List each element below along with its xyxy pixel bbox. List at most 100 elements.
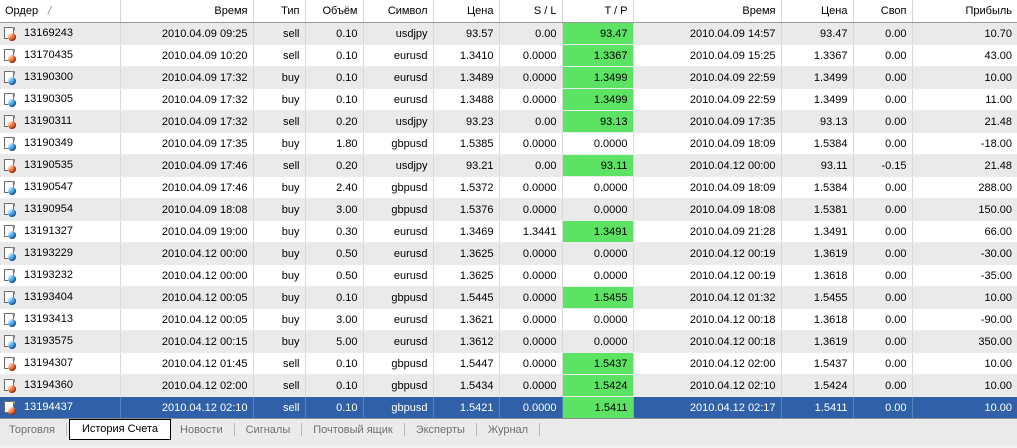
cell-open-time[interactable]: 2010.04.09 09:25 — [120, 22, 254, 45]
cell-volume[interactable]: 1.80 — [305, 132, 364, 155]
cell-type[interactable]: buy — [253, 88, 306, 111]
cell-close-price[interactable]: 1.5411 — [781, 396, 854, 419]
cell-profit[interactable]: 66.00 — [912, 220, 1017, 243]
cell-open-time[interactable]: 2010.04.09 19:00 — [120, 220, 254, 243]
cell-profit[interactable]: 150.00 — [912, 198, 1017, 221]
cell-close-time[interactable]: 2010.04.09 18:09 — [633, 132, 782, 155]
cell-symbol[interactable]: eurusd — [363, 264, 434, 287]
cell-close-time[interactable]: 2010.04.12 02:10 — [633, 374, 782, 397]
cell-tp[interactable]: 1.3499 — [562, 88, 634, 111]
cell-close-price[interactable]: 1.3618 — [781, 264, 854, 287]
column-header-6[interactable]: S / L — [499, 0, 563, 23]
cell-symbol[interactable]: eurusd — [363, 66, 434, 89]
cell-open-price[interactable]: 1.3612 — [433, 330, 500, 353]
tab-0[interactable]: Торговля — [9, 424, 55, 436]
cell-tp[interactable]: 93.47 — [562, 22, 634, 45]
cell-open-price[interactable]: 1.5434 — [433, 374, 500, 397]
cell-symbol[interactable]: gbpusd — [363, 176, 434, 199]
cell-type[interactable]: buy — [253, 176, 306, 199]
cell-close-price[interactable]: 1.3491 — [781, 220, 854, 243]
cell-sl[interactable]: 0.0000 — [499, 88, 563, 111]
cell-sl[interactable]: 0.0000 — [499, 44, 563, 67]
cell-symbol[interactable]: eurusd — [363, 242, 434, 265]
cell-type[interactable]: buy — [253, 66, 306, 89]
cell-order[interactable]: 13193575 — [0, 330, 121, 353]
cell-close-time[interactable]: 2010.04.09 21:28 — [633, 220, 782, 243]
cell-order[interactable]: 13193232 — [0, 264, 121, 287]
table-row[interactable]: 13194360 2010.04.12 02:00 sell 0.10 gbpusd 1.… — [0, 374, 1017, 397]
column-header-4[interactable]: Символ — [363, 0, 434, 23]
cell-volume[interactable]: 0.10 — [305, 66, 364, 89]
cell-tp[interactable]: 0.0000 — [562, 242, 634, 265]
table-row[interactable]: 13193575 2010.04.12 00:15 buy 5.00 eurusd 1.3… — [0, 330, 1017, 353]
cell-open-price[interactable]: 1.5445 — [433, 286, 500, 309]
table-row[interactable]: 13190311 2010.04.09 17:32 sell 0.20 usdjpy 93… — [0, 110, 1017, 133]
cell-volume[interactable]: 0.10 — [305, 286, 364, 309]
cell-symbol[interactable]: eurusd — [363, 330, 434, 353]
cell-volume[interactable]: 2.40 — [305, 176, 364, 199]
cell-symbol[interactable]: gbpusd — [363, 198, 434, 221]
cell-tp[interactable]: 93.11 — [562, 154, 634, 177]
cell-order[interactable]: 13190311 — [0, 110, 121, 133]
cell-profit[interactable]: 10.00 — [912, 396, 1017, 419]
cell-open-price[interactable]: 93.57 — [433, 22, 500, 45]
cell-volume[interactable]: 0.20 — [305, 154, 364, 177]
cell-type[interactable]: sell — [253, 352, 306, 375]
cell-close-price[interactable]: 1.3619 — [781, 242, 854, 265]
cell-tp[interactable]: 0.0000 — [562, 132, 634, 155]
cell-close-price[interactable]: 1.3619 — [781, 330, 854, 353]
cell-order[interactable]: 13193413 — [0, 308, 121, 331]
cell-swap[interactable]: 0.00 — [853, 22, 913, 45]
cell-open-price[interactable]: 1.3410 — [433, 44, 500, 67]
table-row[interactable]: 13193229 2010.04.12 00:00 buy 0.50 eurusd 1.3… — [0, 242, 1017, 265]
cell-profit[interactable]: -90.00 — [912, 308, 1017, 331]
cell-close-time[interactable]: 2010.04.12 00:18 — [633, 308, 782, 331]
table-row[interactable]: 13190305 2010.04.09 17:32 buy 0.10 eurusd 1.3… — [0, 88, 1017, 111]
cell-open-time[interactable]: 2010.04.12 01:45 — [120, 352, 254, 375]
cell-sl[interactable]: 0.0000 — [499, 286, 563, 309]
cell-close-time[interactable]: 2010.04.12 02:17 — [633, 396, 782, 419]
column-header-11[interactable]: Прибыль — [912, 0, 1017, 23]
cell-open-price[interactable]: 1.5385 — [433, 132, 500, 155]
tab-4[interactable]: Почтовый ящик — [313, 424, 393, 436]
cell-open-price[interactable]: 93.21 — [433, 154, 500, 177]
column-header-9[interactable]: Цена — [781, 0, 854, 23]
cell-symbol[interactable]: eurusd — [363, 220, 434, 243]
table-row[interactable]: 13190300 2010.04.09 17:32 buy 0.10 eurusd 1.3… — [0, 66, 1017, 89]
cell-order[interactable]: 13191327 — [0, 220, 121, 243]
cell-open-time[interactable]: 2010.04.09 17:32 — [120, 88, 254, 111]
cell-open-time[interactable]: 2010.04.09 17:32 — [120, 66, 254, 89]
cell-profit[interactable]: 11.00 — [912, 88, 1017, 111]
cell-sl[interactable]: 0.0000 — [499, 374, 563, 397]
cell-profit[interactable]: 288.00 — [912, 176, 1017, 199]
cell-volume[interactable]: 0.30 — [305, 220, 364, 243]
cell-symbol[interactable]: gbpusd — [363, 396, 434, 419]
cell-profit[interactable]: 43.00 — [912, 44, 1017, 67]
cell-close-price[interactable]: 1.5424 — [781, 374, 854, 397]
cell-tp[interactable]: 1.3491 — [562, 220, 634, 243]
cell-close-price[interactable]: 1.3499 — [781, 66, 854, 89]
cell-order[interactable]: 13170435 — [0, 44, 121, 67]
cell-symbol[interactable]: gbpusd — [363, 352, 434, 375]
cell-swap[interactable]: 0.00 — [853, 88, 913, 111]
cell-open-time[interactable]: 2010.04.09 10:20 — [120, 44, 254, 67]
cell-sl[interactable]: 0.00 — [499, 154, 563, 177]
cell-profit[interactable]: 10.00 — [912, 374, 1017, 397]
cell-sl[interactable]: 0.0000 — [499, 264, 563, 287]
cell-type[interactable]: buy — [253, 132, 306, 155]
cell-sl[interactable]: 0.0000 — [499, 242, 563, 265]
cell-close-price[interactable]: 1.3367 — [781, 44, 854, 67]
cell-open-price[interactable]: 1.3469 — [433, 220, 500, 243]
cell-type[interactable]: sell — [253, 22, 306, 45]
cell-sl[interactable]: 0.00 — [499, 110, 563, 133]
cell-type[interactable]: sell — [253, 154, 306, 177]
cell-type[interactable]: sell — [253, 396, 306, 419]
cell-close-time[interactable]: 2010.04.09 22:59 — [633, 66, 782, 89]
cell-swap[interactable]: 0.00 — [853, 352, 913, 375]
cell-swap[interactable]: 0.00 — [853, 110, 913, 133]
cell-sl[interactable]: 0.00 — [499, 22, 563, 45]
cell-open-price[interactable]: 1.5447 — [433, 352, 500, 375]
cell-sl[interactable]: 0.0000 — [499, 176, 563, 199]
table-row[interactable]: 13193413 2010.04.12 00:05 buy 3.00 eurusd 1.3… — [0, 308, 1017, 331]
cell-tp[interactable]: 1.3367 — [562, 44, 634, 67]
